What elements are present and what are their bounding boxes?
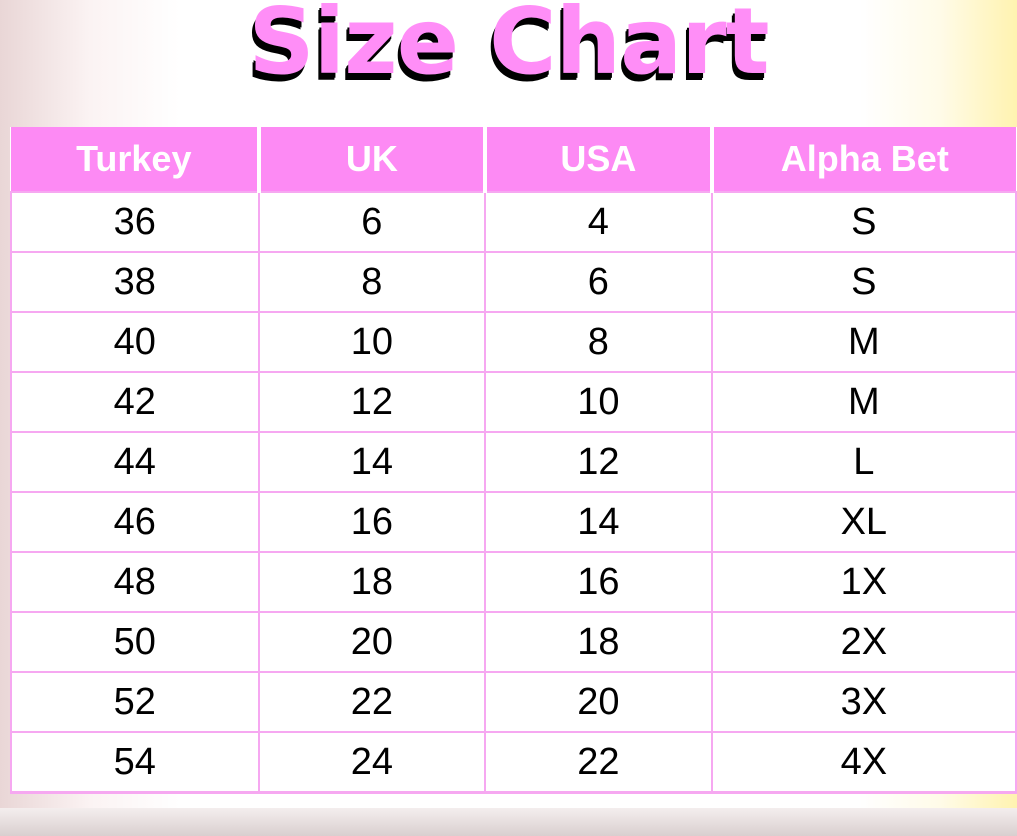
table-row: 44 14 12 L — [10, 431, 1017, 493]
table-row: 42 12 10 M — [10, 371, 1017, 433]
header-row: Turkey UK USA Alpha Bet — [11, 127, 1016, 192]
table-cell: 1X — [710, 551, 1017, 613]
table-cell: L — [710, 431, 1017, 493]
size-table: Turkey UK USA Alpha Bet 36 6 4 S 38 8 6 S 40 10 8 M 42 1… — [10, 127, 1017, 794]
table-cell: 14 — [257, 431, 487, 493]
table-cell: XL — [710, 491, 1017, 553]
table-cell: M — [710, 311, 1017, 373]
table-row: 50 20 18 2X — [10, 611, 1017, 673]
table-cell: M — [710, 371, 1017, 433]
table-cell: 48 — [10, 551, 260, 613]
table-cell: 44 — [10, 431, 260, 493]
table-cell: 16 — [257, 491, 487, 553]
table-cell: 42 — [10, 371, 260, 433]
table-cell: 50 — [10, 611, 260, 673]
table-cell: 4 — [484, 191, 713, 253]
table-row: 48 18 16 1X — [10, 551, 1017, 613]
table-row: 38 8 6 S — [10, 251, 1017, 313]
table-cell: 14 — [484, 491, 713, 553]
table-cell: 16 — [484, 551, 713, 613]
table-row: 54 24 22 4X — [10, 731, 1017, 794]
bottom-strip — [0, 808, 1017, 836]
column-header: Alpha Bet — [711, 127, 1016, 192]
table-cell: 46 — [10, 491, 260, 553]
table-cell: 4X — [710, 731, 1017, 794]
table-cell: 12 — [484, 431, 713, 493]
table-cell: 8 — [484, 311, 713, 373]
table-cell: 36 — [10, 191, 260, 253]
table-cell: 54 — [10, 731, 260, 794]
column-header: USA — [485, 127, 714, 192]
table-cell: 10 — [484, 371, 713, 433]
table-cell: 3X — [710, 671, 1017, 733]
table-cell: 40 — [10, 311, 260, 373]
table-cell: 22 — [257, 671, 487, 733]
page-title: Size Chart — [248, 0, 769, 95]
table-row: 52 22 20 3X — [10, 671, 1017, 733]
table-row: 36 6 4 S — [10, 191, 1017, 253]
column-header: Turkey — [11, 127, 261, 192]
table-cell: 18 — [257, 551, 487, 613]
table-cell: 38 — [10, 251, 260, 313]
table-cell: 12 — [257, 371, 487, 433]
table-cell: 20 — [484, 671, 713, 733]
table-row: 40 10 8 M — [10, 311, 1017, 373]
table-cell: S — [710, 251, 1017, 313]
table-cell: 6 — [484, 251, 713, 313]
table-cell: 2X — [710, 611, 1017, 673]
table-cell: 8 — [257, 251, 487, 313]
table-cell: S — [710, 191, 1017, 253]
table-cell: 22 — [484, 731, 713, 794]
table-cell: 10 — [257, 311, 487, 373]
table-cell: 6 — [257, 191, 487, 253]
table-cell: 24 — [257, 731, 487, 794]
column-header: UK — [258, 127, 488, 192]
table-cell: 52 — [10, 671, 260, 733]
table-cell: 20 — [257, 611, 487, 673]
table-cell: 18 — [484, 611, 713, 673]
table-row: 46 16 14 XL — [10, 491, 1017, 553]
